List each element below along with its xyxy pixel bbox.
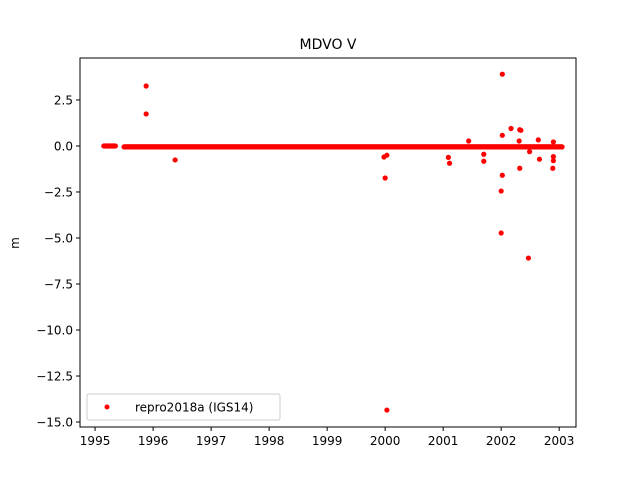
y-tick-label: −10.0 xyxy=(36,324,73,338)
data-point xyxy=(508,125,514,132)
data-point xyxy=(499,71,505,77)
data-point xyxy=(382,175,388,181)
data-point xyxy=(526,149,533,155)
data-point xyxy=(499,172,505,178)
x-tick-label: 2001 xyxy=(428,434,459,448)
data-point xyxy=(498,188,504,194)
data-point xyxy=(536,156,543,162)
x-tick-label: 2003 xyxy=(544,434,575,448)
legend-box xyxy=(86,393,281,421)
y-axis-ticks: 2.5 0.0 −2.5 −5.0 −7.5 −10.0 −12.5 −15.0 xyxy=(36,93,80,430)
y-tick-label: −7.5 xyxy=(44,278,73,292)
x-axis-ticks: 1995 1996 1997 1998 1999 2000 2001 2002 2003 xyxy=(80,427,575,448)
x-tick-label: 1999 xyxy=(312,434,343,448)
x-tick-label: 1997 xyxy=(196,434,227,448)
data-point xyxy=(143,111,149,117)
data-point xyxy=(518,127,524,133)
data-point xyxy=(525,255,532,261)
y-tick-label: −5.0 xyxy=(44,231,73,245)
legend-label: repro2018a (IGS14) xyxy=(135,401,253,415)
data-point xyxy=(143,83,149,89)
chart-title: MDVO V xyxy=(300,37,357,53)
data-point xyxy=(481,158,487,164)
x-tick-label: 1995 xyxy=(80,434,111,448)
y-axis-label: m xyxy=(8,237,22,249)
data-point xyxy=(172,157,178,163)
data-point xyxy=(516,138,522,144)
y-tick-label: 2.5 xyxy=(54,93,73,107)
data-point xyxy=(445,154,451,160)
y-tick-label: −15.0 xyxy=(36,416,73,430)
data-point xyxy=(384,407,390,413)
data-point xyxy=(112,143,118,149)
data-point xyxy=(481,151,487,157)
data-point xyxy=(550,139,556,145)
plot-frame xyxy=(79,57,577,428)
data-points xyxy=(101,71,565,413)
data-point xyxy=(559,144,565,150)
data-point xyxy=(499,132,505,138)
legend: repro2018a (IGS14) xyxy=(86,393,281,421)
data-point xyxy=(550,158,556,164)
data-point xyxy=(517,165,523,171)
x-tick-label: 2002 xyxy=(486,434,517,448)
y-tick-label: 0.0 xyxy=(54,139,73,153)
data-point xyxy=(498,230,504,236)
x-tick-label: 1998 xyxy=(254,434,285,448)
x-tick-label: 2000 xyxy=(370,434,401,448)
y-tick-label: −2.5 xyxy=(44,185,73,199)
data-point xyxy=(535,137,541,143)
y-tick-label: −12.5 xyxy=(36,370,73,384)
data-point xyxy=(466,138,472,144)
x-tick-label: 1996 xyxy=(138,434,169,448)
data-point xyxy=(384,152,390,158)
data-point xyxy=(550,154,556,160)
legend-marker xyxy=(104,404,110,410)
data-point xyxy=(446,160,453,166)
data-point xyxy=(550,165,556,171)
